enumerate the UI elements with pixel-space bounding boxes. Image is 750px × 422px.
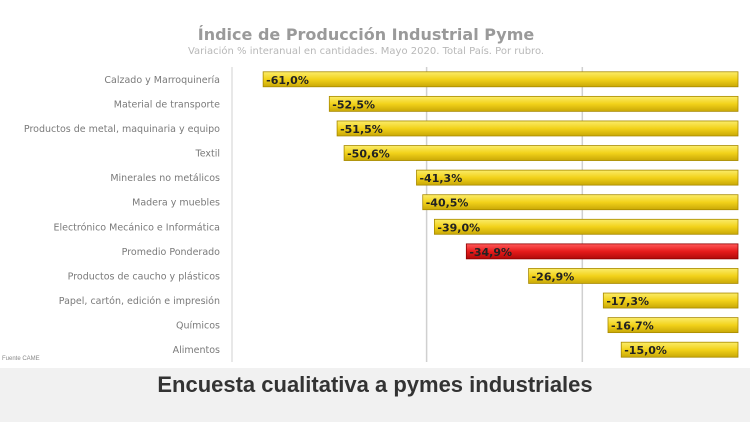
bar xyxy=(465,243,739,260)
data-label: -17,3% xyxy=(606,295,649,308)
category-label: Químicos xyxy=(176,321,220,332)
source-note: Fuente CAME xyxy=(2,356,40,362)
bar xyxy=(422,194,739,211)
category-label: Electrónico Mecánico e Informática xyxy=(53,222,220,233)
data-label: -15,0% xyxy=(624,344,667,357)
data-label: -34,9% xyxy=(469,246,512,259)
data-label: -26,9% xyxy=(532,270,575,283)
bar xyxy=(620,341,739,358)
data-label: -52,5% xyxy=(332,98,375,111)
chart-panel: Índice de Producción Industrial Pyme Var… xyxy=(0,0,750,368)
category-label: Papel, cartón, edición e impresión xyxy=(59,296,220,307)
bar xyxy=(262,71,739,88)
caption-heading: Encuesta cualitativa a pymes industriale… xyxy=(157,372,593,397)
bar xyxy=(416,169,739,186)
data-label: -40,5% xyxy=(426,197,469,210)
bar xyxy=(343,145,739,161)
category-label: Material de transporte xyxy=(114,99,220,110)
bar xyxy=(336,120,739,137)
data-label: -50,6% xyxy=(347,148,390,161)
bar xyxy=(602,292,739,309)
chart-title: Índice de Producción Industrial Pyme xyxy=(198,25,535,44)
bars xyxy=(262,71,739,358)
category-labels: Calzado y Marroquinería Material de trans… xyxy=(24,75,220,356)
data-label: -61,0% xyxy=(266,74,309,87)
data-label: -51,5% xyxy=(340,123,383,136)
category-label: Productos de caucho y plásticos xyxy=(68,271,220,282)
data-label: -41,3% xyxy=(419,172,462,185)
bar xyxy=(328,95,739,112)
bar-chart: Índice de Producción Industrial Pyme Var… xyxy=(24,25,739,362)
category-label: Alimentos xyxy=(173,345,220,356)
category-label: Promedio Ponderado xyxy=(122,247,221,258)
category-label: Minerales no metálicos xyxy=(110,173,220,184)
chart-subtitle: Variación % interanual en cantidades. Ma… xyxy=(188,45,544,57)
bar xyxy=(433,218,739,235)
category-label: Calzado y Marroquinería xyxy=(104,75,220,86)
category-label: Madera y muebles xyxy=(132,198,220,209)
bar xyxy=(528,268,739,284)
category-label: Textil xyxy=(195,149,221,160)
category-label: Productos de metal, maquinaria y equipo xyxy=(24,124,220,135)
data-labels: -61,0% -52,5% -51,5% -50,6% -41,3% -40,5% -39,… xyxy=(266,74,667,357)
data-label: -39,0% xyxy=(437,221,480,234)
data-label: -16,7% xyxy=(611,320,654,333)
gridlines xyxy=(231,67,584,362)
bar xyxy=(607,317,739,334)
